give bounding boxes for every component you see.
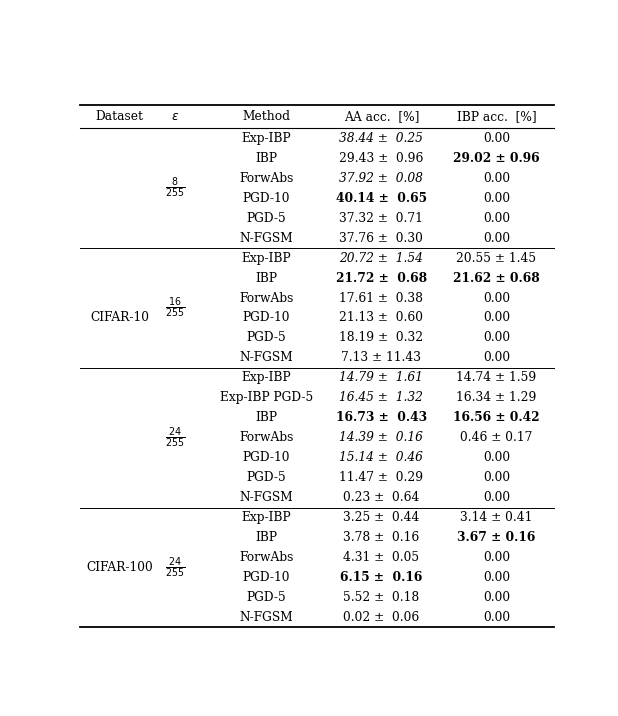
Text: 29.43 ±  0.96: 29.43 ± 0.96	[339, 152, 423, 165]
Text: AA acc.  [%]: AA acc. [%]	[344, 110, 419, 123]
Text: 5.52 ±  0.18: 5.52 ± 0.18	[343, 591, 420, 604]
Text: 20.72 ±  1.54: 20.72 ± 1.54	[339, 251, 423, 265]
Text: N-FGSM: N-FGSM	[240, 352, 294, 364]
Text: 18.19 ±  0.32: 18.19 ± 0.32	[339, 332, 423, 344]
Text: 37.32 ±  0.71: 37.32 ± 0.71	[339, 212, 423, 225]
Text: 0.23 ±  0.64: 0.23 ± 0.64	[343, 491, 420, 504]
Text: PGD-5: PGD-5	[247, 212, 286, 225]
Text: 14.74 ± 1.59: 14.74 ± 1.59	[456, 372, 536, 384]
Text: 0.46 ± 0.17: 0.46 ± 0.17	[460, 431, 533, 444]
Text: Exp-IBP: Exp-IBP	[242, 372, 291, 384]
Text: 6.15 ±  0.16: 6.15 ± 0.16	[340, 571, 423, 584]
Text: 0.00: 0.00	[483, 352, 510, 364]
Text: 0.00: 0.00	[483, 611, 510, 624]
Text: 7.13 ± 11.43: 7.13 ± 11.43	[341, 352, 421, 364]
Text: 38.44 ±  0.25: 38.44 ± 0.25	[339, 132, 423, 145]
Text: 0.00: 0.00	[483, 451, 510, 464]
Text: 21.13 ±  0.60: 21.13 ± 0.60	[339, 311, 423, 324]
Text: 21.72 ±  0.68: 21.72 ± 0.68	[336, 271, 427, 284]
Text: PGD-5: PGD-5	[247, 591, 286, 604]
Text: 0.00: 0.00	[483, 551, 510, 564]
Text: 0.00: 0.00	[483, 291, 510, 304]
Text: 0.00: 0.00	[483, 311, 510, 324]
Text: $\frac{24}{255}$: $\frac{24}{255}$	[166, 556, 185, 579]
Text: $\epsilon$: $\epsilon$	[171, 110, 179, 123]
Text: Method: Method	[242, 110, 290, 123]
Text: 17.61 ±  0.38: 17.61 ± 0.38	[339, 291, 423, 304]
Text: 16.73 ±  0.43: 16.73 ± 0.43	[336, 411, 427, 425]
Text: 0.00: 0.00	[483, 491, 510, 504]
Text: N-FGSM: N-FGSM	[240, 232, 294, 245]
Text: 0.00: 0.00	[483, 192, 510, 205]
Text: 0.00: 0.00	[483, 471, 510, 484]
Text: 3.25 ±  0.44: 3.25 ± 0.44	[343, 511, 420, 524]
Text: 20.55 ± 1.45: 20.55 ± 1.45	[456, 251, 536, 265]
Text: PGD-10: PGD-10	[243, 571, 290, 584]
Text: Dataset: Dataset	[95, 110, 143, 123]
Text: 3.78 ±  0.16: 3.78 ± 0.16	[343, 531, 420, 544]
Text: 40.14 ±  0.65: 40.14 ± 0.65	[336, 192, 427, 205]
Text: IBP: IBP	[255, 411, 277, 425]
Text: 11.47 ±  0.29: 11.47 ± 0.29	[339, 471, 423, 484]
Text: ForwAbs: ForwAbs	[239, 551, 294, 564]
Text: IBP: IBP	[255, 271, 277, 284]
Text: CIFAR-100: CIFAR-100	[86, 561, 153, 574]
Text: Exp-IBP: Exp-IBP	[242, 132, 291, 145]
Text: IBP: IBP	[255, 152, 277, 165]
Text: Exp-IBP PGD-5: Exp-IBP PGD-5	[220, 392, 313, 405]
Text: 37.76 ±  0.30: 37.76 ± 0.30	[339, 232, 423, 245]
Text: PGD-10: PGD-10	[243, 451, 290, 464]
Text: $\frac{16}{255}$: $\frac{16}{255}$	[166, 296, 185, 320]
Text: $\frac{24}{255}$: $\frac{24}{255}$	[166, 425, 185, 450]
Text: ForwAbs: ForwAbs	[239, 172, 294, 185]
Text: 16.45 ±  1.32: 16.45 ± 1.32	[339, 392, 423, 405]
Text: Exp-IBP: Exp-IBP	[242, 251, 291, 265]
Text: 0.00: 0.00	[483, 232, 510, 245]
Text: 3.14 ± 0.41: 3.14 ± 0.41	[460, 511, 533, 524]
Text: PGD-5: PGD-5	[247, 471, 286, 484]
Text: CIFAR-10: CIFAR-10	[90, 311, 149, 324]
Text: 0.00: 0.00	[483, 332, 510, 344]
Text: $\frac{8}{255}$: $\frac{8}{255}$	[166, 176, 185, 200]
Text: 15.14 ±  0.46: 15.14 ± 0.46	[339, 451, 423, 464]
Text: 0.00: 0.00	[483, 172, 510, 185]
Text: 14.79 ±  1.61: 14.79 ± 1.61	[339, 372, 423, 384]
Text: 0.00: 0.00	[483, 212, 510, 225]
Text: ForwAbs: ForwAbs	[239, 291, 294, 304]
Text: 0.00: 0.00	[483, 571, 510, 584]
Text: PGD-10: PGD-10	[243, 192, 290, 205]
Text: 0.02 ±  0.06: 0.02 ± 0.06	[343, 611, 420, 624]
Text: 29.02 ± 0.96: 29.02 ± 0.96	[453, 152, 540, 165]
Text: N-FGSM: N-FGSM	[240, 491, 294, 504]
Text: IBP: IBP	[255, 531, 277, 544]
Text: PGD-5: PGD-5	[247, 332, 286, 344]
Text: 4.31 ±  0.05: 4.31 ± 0.05	[344, 551, 420, 564]
Text: 21.62 ± 0.68: 21.62 ± 0.68	[453, 271, 540, 284]
Text: 3.67 ± 0.16: 3.67 ± 0.16	[457, 531, 536, 544]
Text: PGD-10: PGD-10	[243, 311, 290, 324]
Text: 14.39 ±  0.16: 14.39 ± 0.16	[339, 431, 423, 444]
Text: IBP acc.  [%]: IBP acc. [%]	[457, 110, 536, 123]
Text: Exp-IBP: Exp-IBP	[242, 511, 291, 524]
Text: ForwAbs: ForwAbs	[239, 431, 294, 444]
Text: 0.00: 0.00	[483, 132, 510, 145]
Text: 37.92 ±  0.08: 37.92 ± 0.08	[339, 172, 423, 185]
Text: 16.34 ± 1.29: 16.34 ± 1.29	[456, 392, 536, 405]
Text: 0.00: 0.00	[483, 591, 510, 604]
Text: N-FGSM: N-FGSM	[240, 611, 294, 624]
Text: 16.56 ± 0.42: 16.56 ± 0.42	[453, 411, 540, 425]
